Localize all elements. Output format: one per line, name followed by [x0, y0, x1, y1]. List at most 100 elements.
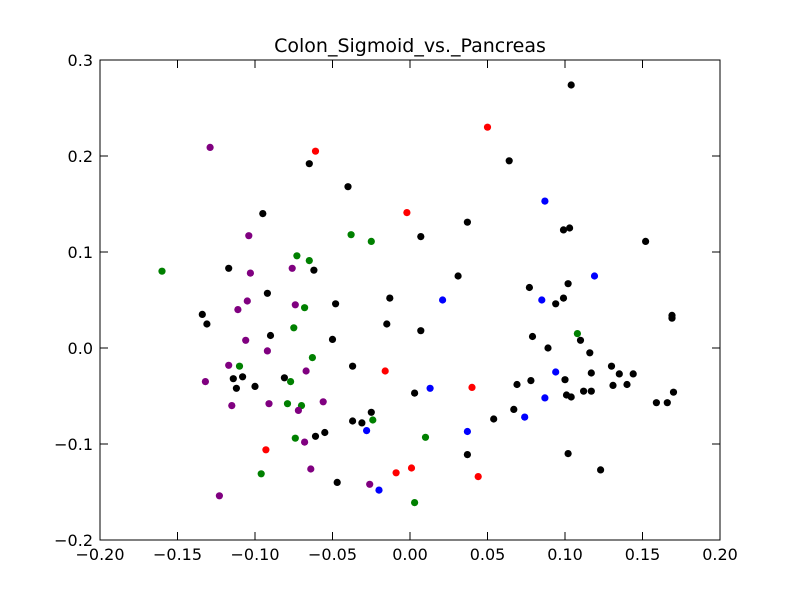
data-point-green-9 [235, 362, 244, 370]
data-point-red-8 [474, 473, 482, 481]
data-point-blue-5 [426, 384, 434, 392]
data-point-black-40 [528, 332, 537, 341]
data-point-green-0 [158, 267, 166, 275]
data-point-purple-0 [206, 143, 214, 151]
data-point-black-36 [564, 280, 572, 288]
x-tick-label-8: 0.20 [702, 545, 738, 564]
data-point-green-7 [308, 354, 316, 362]
data-point-black-11 [203, 320, 211, 328]
data-point-black-8 [263, 289, 271, 297]
data-point-black-5 [225, 264, 233, 272]
data-point-black-49 [629, 370, 637, 378]
data-point-black-60 [652, 399, 661, 407]
data-point-black-48 [615, 370, 623, 378]
data-point-red-5 [262, 446, 270, 454]
data-point-purple-6 [234, 306, 242, 314]
data-point-black-64 [564, 450, 572, 458]
data-point-black-51 [527, 377, 535, 385]
data-point-purple-3 [246, 269, 254, 277]
data-point-purple-2 [288, 264, 296, 272]
y-tick-label-2: 0.0 [68, 339, 93, 358]
y-tick-label-1: −0.1 [54, 435, 93, 454]
data-point-purple-1 [245, 232, 253, 240]
data-point-green-5 [301, 304, 309, 312]
data-point-black-28 [311, 432, 320, 440]
data-point-black-16 [328, 335, 337, 343]
data-point-black-1 [344, 183, 352, 191]
data-point-purple-12 [319, 398, 327, 406]
data-point-black-14 [266, 331, 275, 340]
data-point-black-29 [463, 451, 471, 459]
data-point-black-10 [198, 310, 206, 318]
data-point-black-27 [321, 428, 329, 437]
chart-title: Colon_Sigmoid_vs._Pancreas [274, 35, 546, 57]
data-point-blue-2 [439, 296, 447, 304]
data-point-green-8 [573, 330, 582, 338]
x-tick-label-1: −0.15 [153, 545, 202, 564]
data-point-blue-4 [552, 368, 560, 376]
data-point-black-38 [559, 294, 568, 302]
data-point-blue-0 [541, 197, 549, 205]
data-point-purple-11 [201, 378, 209, 386]
y-tick-label-0: −0.2 [54, 531, 93, 550]
data-point-black-23 [411, 389, 419, 397]
data-point-black-9 [332, 300, 340, 308]
x-tick-label-2: −0.10 [230, 545, 279, 564]
data-point-black-42 [544, 344, 552, 352]
data-point-purple-18 [366, 480, 374, 488]
data-point-blue-3 [538, 296, 546, 304]
data-point-black-21 [232, 384, 240, 392]
data-point-black-52 [513, 380, 521, 389]
y-tick-label-3: 0.1 [68, 243, 93, 262]
data-point-black-30 [333, 478, 341, 486]
data-point-black-15 [417, 327, 425, 335]
data-point-blue-6 [541, 394, 549, 402]
x-tick-label-5: 0.05 [470, 545, 506, 564]
data-point-purple-10 [302, 367, 310, 375]
data-point-red-6 [407, 464, 416, 472]
data-point-black-4 [417, 233, 425, 241]
data-point-black-13 [383, 320, 391, 328]
data-point-black-22 [251, 382, 259, 390]
data-point-black-34 [566, 224, 574, 232]
data-point-red-4 [468, 383, 476, 391]
data-point-black-12 [386, 294, 394, 302]
data-point-blue-10 [375, 486, 383, 494]
data-point-black-53 [623, 380, 631, 389]
data-point-purple-17 [307, 465, 315, 473]
data-point-purple-5 [291, 301, 299, 309]
data-point-blue-7 [521, 413, 529, 421]
data-point-black-26 [358, 419, 366, 427]
data-point-green-4 [305, 257, 313, 265]
data-point-black-54 [609, 381, 617, 389]
data-point-green-10 [287, 378, 295, 386]
data-point-black-17 [349, 362, 357, 370]
data-point-blue-8 [363, 427, 371, 435]
data-point-green-11 [283, 400, 292, 408]
data-point-red-0 [311, 147, 320, 155]
data-point-black-0 [305, 160, 313, 168]
x-tick-label-3: −0.05 [308, 545, 357, 564]
data-point-black-55 [580, 387, 588, 395]
data-point-black-32 [567, 81, 575, 89]
data-point-purple-19 [215, 492, 223, 500]
data-point-green-1 [347, 231, 355, 239]
data-point-purple-16 [301, 438, 309, 446]
data-point-black-35 [642, 237, 650, 245]
y-tick-label-4: 0.2 [68, 147, 93, 166]
data-point-black-7 [454, 272, 462, 280]
data-point-black-33 [559, 226, 568, 234]
data-point-purple-4 [243, 297, 251, 305]
data-point-purple-9 [225, 361, 233, 369]
data-point-black-65 [597, 466, 605, 474]
data-point-purple-8 [263, 347, 271, 355]
x-tick-label-0: −0.20 [75, 545, 124, 564]
data-point-purple-13 [265, 400, 273, 408]
data-point-black-18 [280, 374, 288, 382]
data-point-black-31 [505, 157, 513, 165]
data-point-black-24 [367, 408, 375, 416]
data-point-black-46 [668, 314, 676, 322]
data-point-black-44 [607, 362, 616, 370]
